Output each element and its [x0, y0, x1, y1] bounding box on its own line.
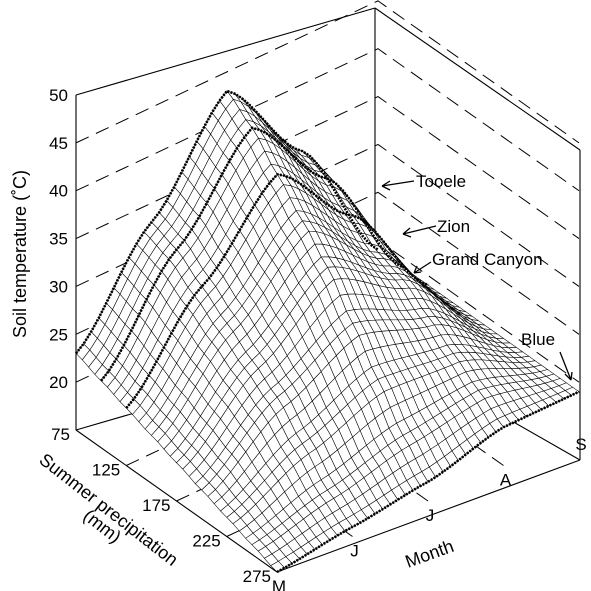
x-axis-title: Month — [403, 536, 457, 572]
precipitation-axis-ticks: 75 125 175 225 275 — [51, 425, 271, 586]
blue-arrow — [559, 351, 573, 381]
precip-tick-label: 75 — [51, 425, 70, 444]
z-tick-label: 45 — [49, 134, 68, 153]
month-tick-label: S — [575, 435, 586, 454]
z-axis-title: Soil temperature (˚C) — [10, 170, 30, 338]
box-top-left-edge — [75, 7, 376, 96]
month-tick-label: J — [350, 542, 359, 561]
site-label-tooele: Tooele — [416, 172, 466, 191]
precip-tick-label: 275 — [243, 567, 271, 586]
zion-arrow — [402, 225, 437, 238]
z-tick-label: 25 — [49, 325, 68, 344]
month-tick-label: M — [272, 577, 286, 591]
precip-tick-label: 225 — [192, 532, 220, 551]
temperature-gridline — [75, 48, 580, 192]
box-precip-axis-edge — [75, 429, 278, 573]
month-axis-ticks: M J J A S — [272, 435, 587, 591]
grand-canyon-arrow — [413, 261, 432, 274]
site-label-blue: Blue — [521, 330, 555, 349]
tooele-arrow — [381, 180, 415, 191]
z-tick-label: 30 — [49, 277, 68, 296]
z-tick-label: 20 — [49, 373, 68, 392]
temperature-surface — [75, 90, 580, 573]
temperature-gridline — [75, 0, 580, 144]
precip-tick-label: 125 — [92, 461, 120, 480]
z-tick-label: 50 — [49, 86, 68, 105]
box-top-right-edge — [374, 7, 581, 151]
site-annotations: Tooele Zion Grand Canyon Blue — [381, 172, 573, 381]
site-ridge-blue — [276, 390, 580, 574]
z-tick-label: 35 — [49, 230, 68, 249]
month-tick-label: A — [500, 471, 512, 490]
precip-tick-label: 175 — [142, 496, 170, 515]
site-ridge-grand-canyon — [125, 172, 429, 409]
site-label-zion: Zion — [437, 217, 470, 236]
site-label-grand-canyon: Grand Canyon — [432, 250, 543, 269]
z-tick-label: 40 — [49, 182, 68, 201]
site-ridges — [74, 89, 580, 574]
temperature-axis-ticks: 20 25 30 35 40 45 50 — [49, 86, 68, 392]
site-ridge-zion — [100, 126, 404, 382]
month-tick-label: J — [426, 506, 435, 525]
box-month-axis-edge — [276, 459, 581, 573]
